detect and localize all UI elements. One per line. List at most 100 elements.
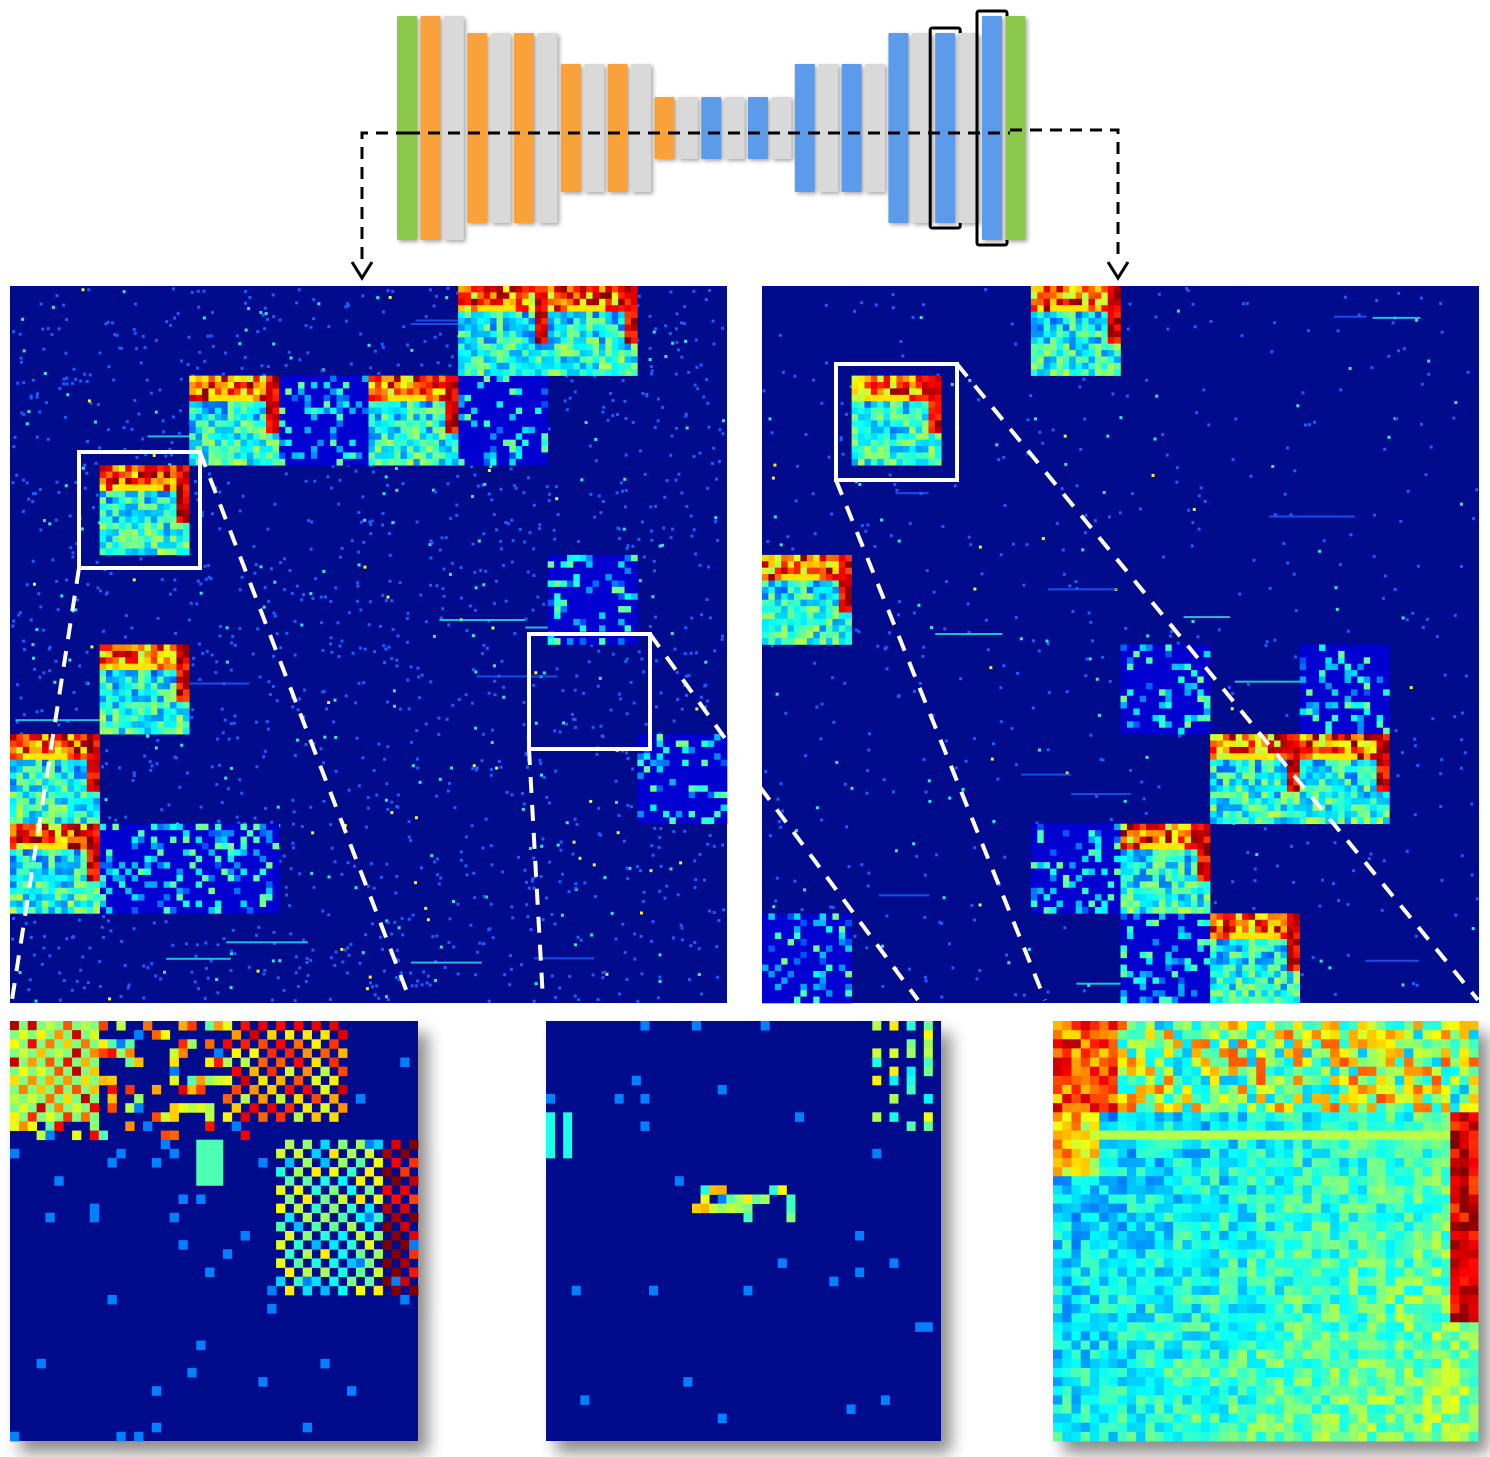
heatmap-cell bbox=[317, 401, 324, 408]
heatmap-cell bbox=[29, 842, 36, 850]
heatmap-cell bbox=[643, 785, 651, 793]
heatmap-cell bbox=[394, 458, 401, 466]
heatmap-cell bbox=[675, 798, 683, 805]
heatmap-noise-dot bbox=[1157, 292, 1161, 296]
heatmap-noise-dot bbox=[897, 613, 901, 617]
network-layer-gray bbox=[818, 64, 839, 192]
heatmap-noise-dot bbox=[472, 764, 476, 768]
heatmap-cell bbox=[118, 478, 126, 485]
heatmap-cell bbox=[272, 426, 280, 434]
heatmap-cell bbox=[426, 433, 433, 440]
heatmap-cell bbox=[163, 887, 171, 895]
heatmap-cell bbox=[176, 478, 184, 485]
heatmap-cell bbox=[10, 785, 17, 793]
heatmap-noise-dot bbox=[81, 955, 85, 959]
heatmap-noise-dot bbox=[394, 466, 398, 470]
heatmap-noise-dot bbox=[167, 803, 171, 807]
heatmap-cell bbox=[592, 567, 600, 575]
heatmap-cell bbox=[362, 452, 369, 460]
heatmap-cell bbox=[611, 612, 619, 620]
heatmap-cell bbox=[720, 798, 728, 805]
heatmap-cell bbox=[125, 484, 132, 492]
heatmap-noise-dot bbox=[33, 920, 37, 924]
heatmap-noise-dot bbox=[62, 377, 66, 381]
heatmap-cell bbox=[144, 887, 152, 895]
heatmap-cell bbox=[176, 510, 184, 517]
heatmap-noise-dot bbox=[34, 999, 38, 1003]
heatmap-cell bbox=[502, 439, 510, 447]
heatmap-cell bbox=[515, 311, 523, 319]
heatmap-cell bbox=[106, 644, 113, 652]
heatmap-cell bbox=[195, 894, 203, 901]
heatmap-cell bbox=[208, 382, 216, 389]
heatmap-noise-dot bbox=[617, 527, 621, 531]
heatmap-cell bbox=[144, 650, 152, 658]
heatmap-cell bbox=[618, 567, 625, 575]
heatmap-cell bbox=[170, 529, 177, 536]
heatmap-noise-dot bbox=[489, 844, 493, 848]
heatmap-cell bbox=[720, 772, 728, 780]
heatmap-cell bbox=[176, 644, 184, 652]
heatmap-noise-dot bbox=[264, 807, 268, 811]
heatmap-cell bbox=[176, 542, 184, 549]
heatmap-cell bbox=[125, 695, 132, 703]
heatmap-noise-dot bbox=[456, 474, 460, 478]
heatmap-cell bbox=[74, 862, 81, 869]
heatmap-cell bbox=[150, 855, 158, 863]
heatmap-cell bbox=[61, 759, 68, 767]
heatmap-cell bbox=[554, 554, 561, 562]
heatmap-cell bbox=[579, 343, 587, 351]
heatmap-noise-dot bbox=[599, 833, 603, 837]
heatmap-cell bbox=[22, 868, 30, 876]
heatmap-cell bbox=[509, 369, 517, 376]
heatmap-cell bbox=[534, 330, 542, 338]
heatmap-cell bbox=[22, 772, 30, 780]
heatmap-cell bbox=[522, 458, 529, 466]
heatmap-cell bbox=[227, 382, 235, 389]
heatmap-cell bbox=[29, 791, 36, 799]
heatmap-cell bbox=[541, 439, 549, 447]
heatmap-cell bbox=[10, 894, 17, 901]
heatmap-cell bbox=[67, 759, 75, 767]
heatmap-noise-dot bbox=[132, 578, 136, 582]
heatmap-cell bbox=[419, 414, 427, 421]
heatmap-cell bbox=[61, 887, 68, 895]
heatmap-cell bbox=[202, 446, 209, 453]
heatmap-noise-dot bbox=[216, 737, 220, 741]
heatmap-cell bbox=[67, 842, 75, 850]
heatmap-noise-dot bbox=[532, 503, 536, 507]
heatmap-noise-dot bbox=[708, 288, 712, 292]
heatmap-cell bbox=[451, 394, 459, 402]
heatmap-cell bbox=[138, 484, 145, 492]
heatmap-noise-dot bbox=[721, 326, 725, 330]
heatmap-cell bbox=[74, 900, 81, 908]
heatmap-noise-dot bbox=[400, 916, 404, 920]
heatmap-noise-dot bbox=[650, 538, 654, 542]
heatmap-cell bbox=[618, 586, 625, 594]
heatmap-noise-dot bbox=[356, 581, 360, 585]
heatmap-noise-dot bbox=[883, 647, 887, 651]
heatmap-cell bbox=[138, 670, 145, 677]
heatmap-cell bbox=[259, 881, 267, 889]
heatmap-cell bbox=[10, 746, 17, 754]
heatmap-cell bbox=[304, 414, 312, 421]
heatmap-cell bbox=[310, 433, 318, 440]
heatmap-cell bbox=[374, 426, 382, 434]
heatmap-cell bbox=[534, 458, 542, 466]
heatmap-noise-dot bbox=[1197, 494, 1201, 498]
heatmap-cell bbox=[451, 452, 459, 460]
heatmap-noise-dot bbox=[499, 547, 503, 551]
heatmap-cell bbox=[586, 305, 593, 312]
heatmap-cell bbox=[342, 458, 350, 466]
heatmap-noise-dot bbox=[590, 643, 594, 647]
heatmap-cell bbox=[669, 746, 677, 754]
heatmap-noise-dot bbox=[670, 631, 674, 635]
heatmap-noise-dot bbox=[20, 360, 24, 364]
heatmap-noise-dot bbox=[854, 628, 858, 632]
heatmap-cell bbox=[10, 734, 17, 741]
heatmap-cell bbox=[118, 874, 126, 882]
heatmap-noise-dot bbox=[12, 916, 16, 920]
heatmap-noise-dot bbox=[473, 473, 477, 477]
heatmap-cell bbox=[682, 804, 689, 812]
heatmap-cell bbox=[483, 452, 491, 460]
